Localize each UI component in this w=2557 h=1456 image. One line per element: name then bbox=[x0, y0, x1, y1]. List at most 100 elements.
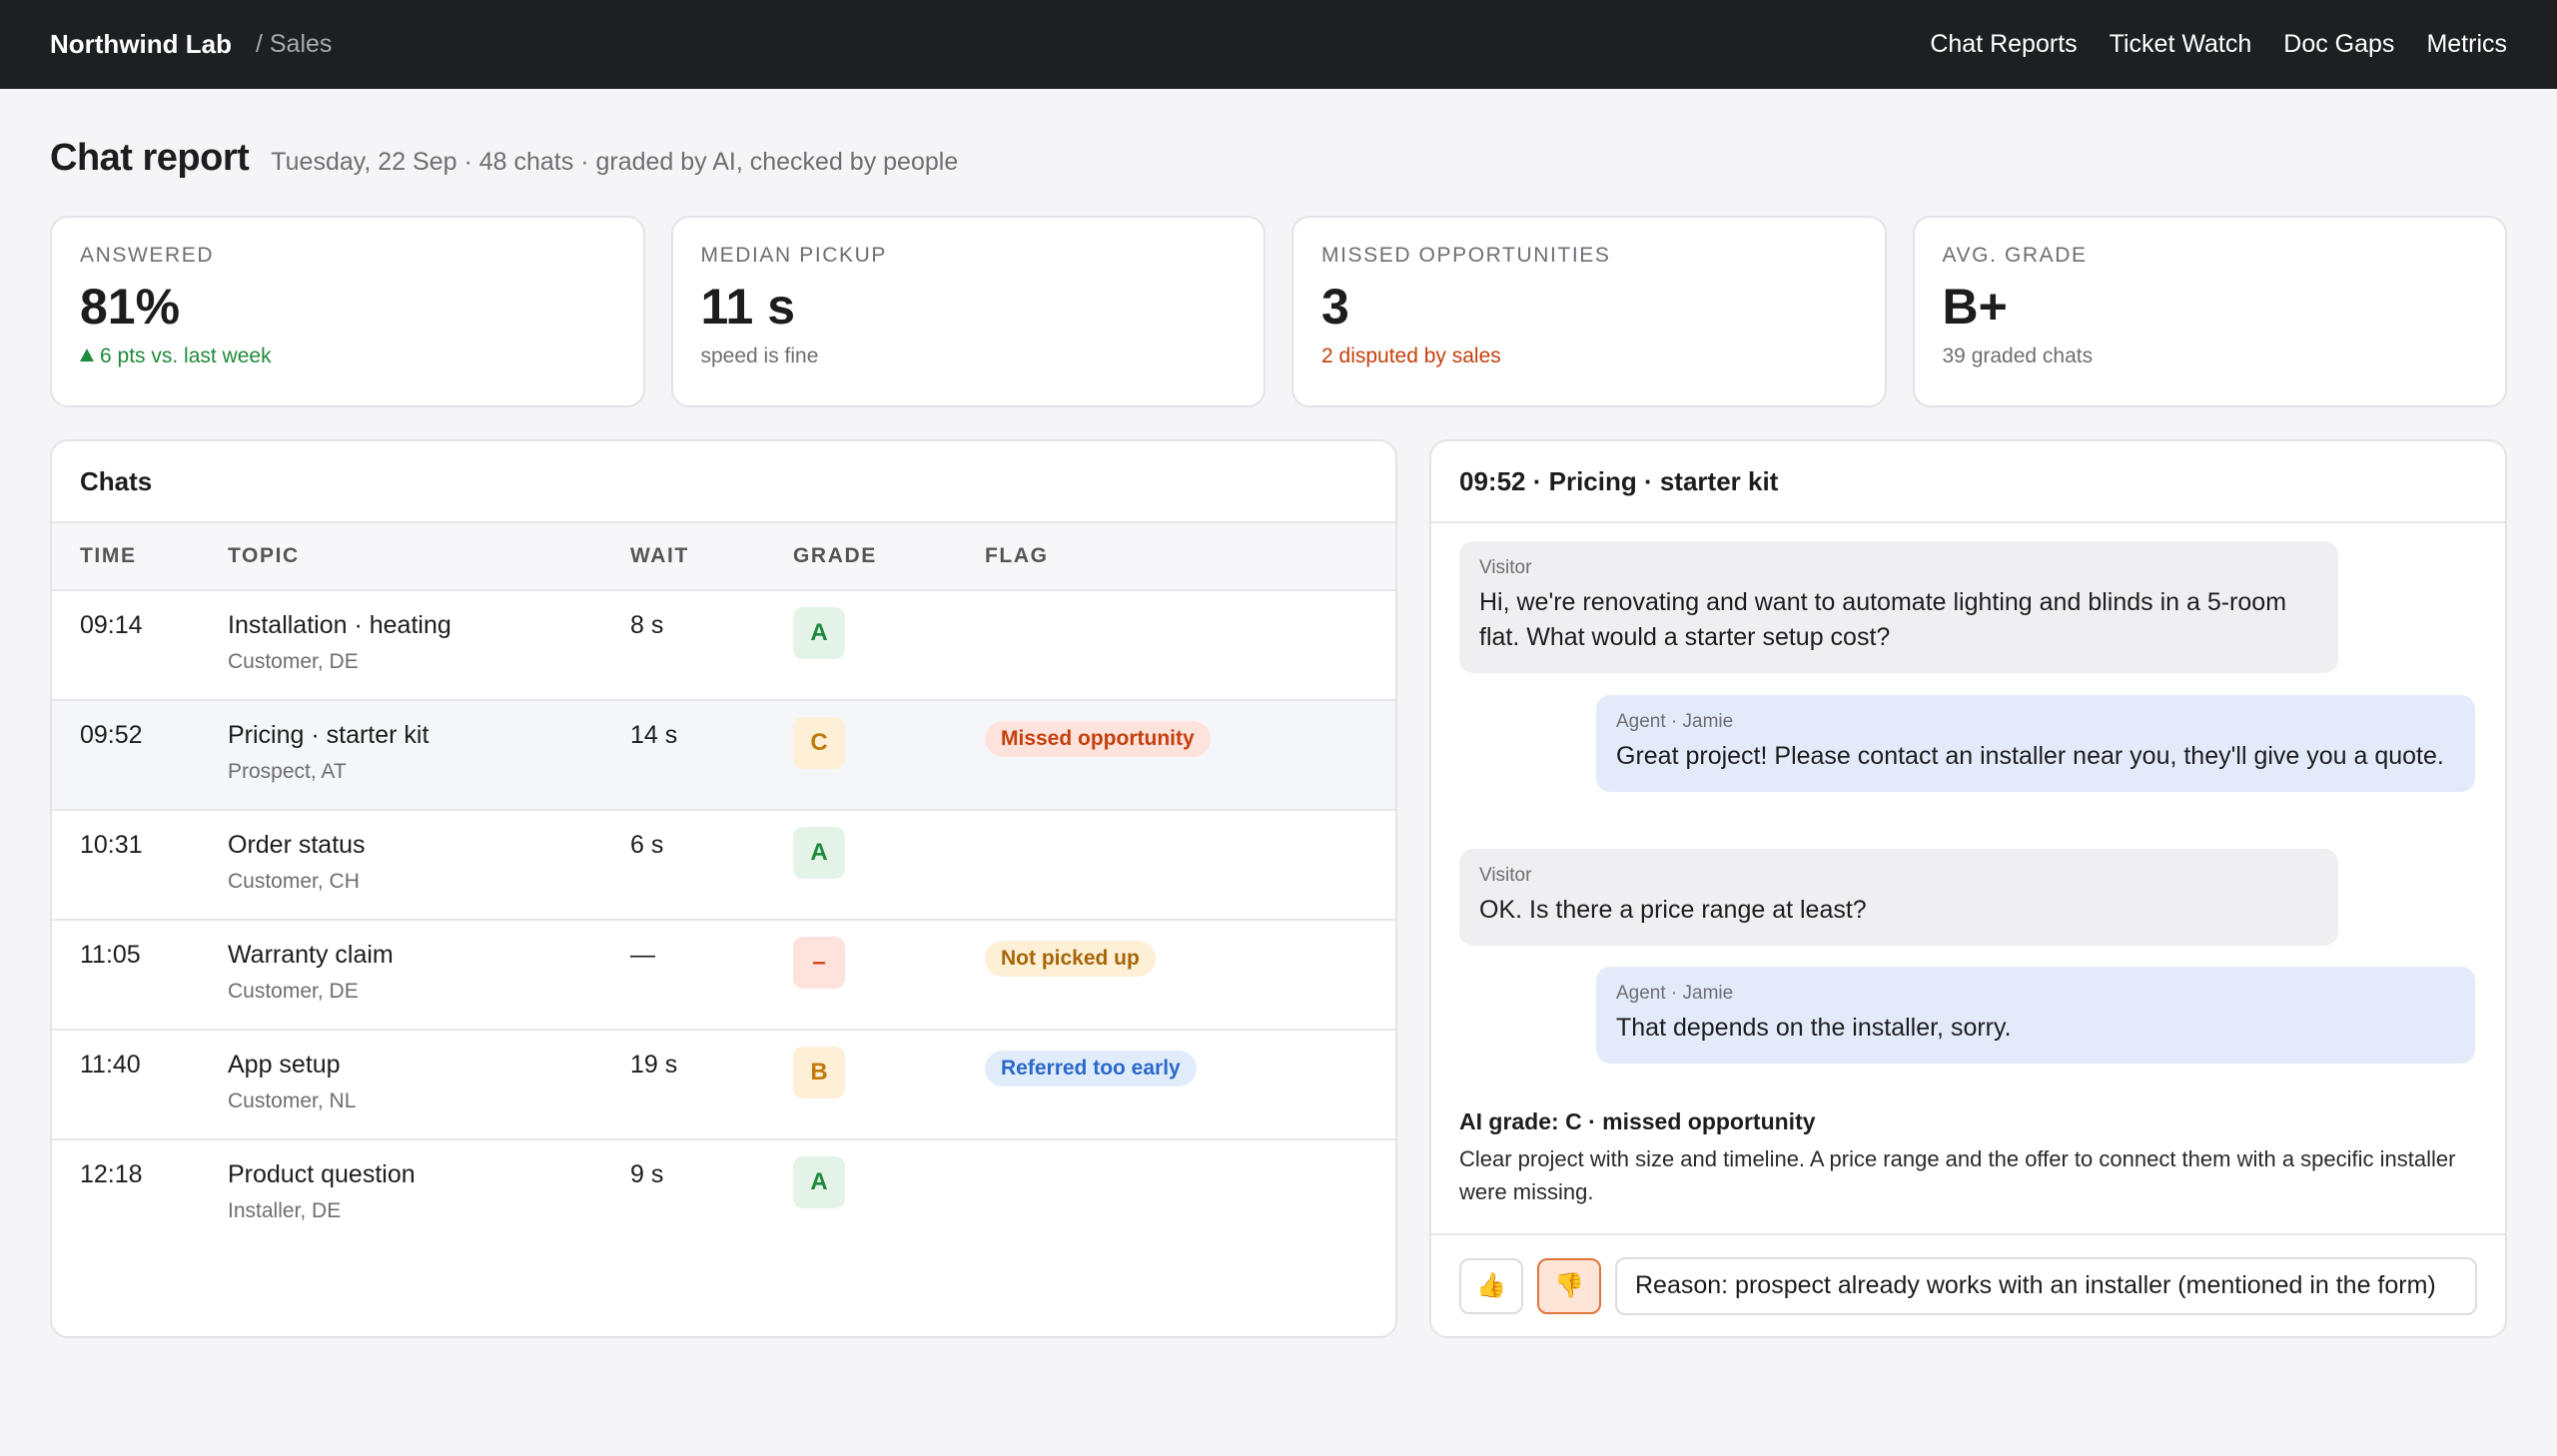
message-text: OK. Is there a price range at least? bbox=[1479, 896, 1867, 924]
table-row-selected[interactable]: 09:52 Pricing · starter kit Prospect, AT … bbox=[52, 701, 1395, 811]
row-topic: Product question Installer, DE bbox=[228, 1160, 630, 1223]
topic-sub: Prospect, AT bbox=[228, 760, 347, 783]
message-text: That depends on the installer, sorry. bbox=[1616, 1014, 2012, 1042]
row-time: 09:14 bbox=[80, 611, 143, 639]
chat-detail-panel: 09:52 · Pricing · starter kit Visitor Hi… bbox=[1429, 439, 2507, 1338]
thumbs-up-button[interactable]: 👍 bbox=[1459, 1257, 1523, 1314]
row-topic: Pricing · starter kit Prospect, AT bbox=[228, 721, 630, 784]
table-row[interactable]: 09:14 Installation · heating Customer, DE… bbox=[52, 591, 1395, 701]
row-flag: Referred too early bbox=[985, 1051, 1395, 1087]
col-flag: FLAG bbox=[985, 544, 1049, 567]
nav-ticket-watch[interactable]: Ticket Watch bbox=[2109, 30, 2252, 58]
grade-badge: A bbox=[793, 1156, 845, 1208]
kpi-label: AVG. GRADE bbox=[1942, 244, 2088, 267]
breadcrumb[interactable]: / Sales bbox=[255, 30, 333, 58]
page-subtitle: Tuesday, 22 Sep · 48 chats · graded by A… bbox=[271, 148, 959, 176]
kpi-value: 81% bbox=[80, 279, 181, 335]
nav-doc-gaps[interactable]: Doc Gaps bbox=[2283, 30, 2395, 58]
brand-name[interactable]: Northwind Lab bbox=[50, 29, 232, 59]
topic-sub: Customer, NL bbox=[228, 1090, 357, 1112]
kpi-card-missed-opportunities: MISSED OPPORTUNITIES 3 2 disputed by sal… bbox=[1291, 216, 1887, 407]
row-flag: Not picked up bbox=[985, 941, 1395, 977]
kpi-label: ANSWERED bbox=[80, 244, 215, 267]
ai-grade-title: AI grade: C · missed opportunity bbox=[1459, 1108, 1816, 1134]
topic-title: Pricing · starter kit bbox=[228, 721, 429, 749]
kpi-note-text: 6 pts vs. last week bbox=[100, 345, 272, 367]
table-header: TIME TOPIC WAIT GRADE FLAG bbox=[52, 523, 1395, 591]
col-wait: WAIT bbox=[630, 544, 689, 567]
row-topic: App setup Customer, NL bbox=[228, 1051, 630, 1113]
trend-up-icon bbox=[80, 349, 94, 362]
topic-title: Product question bbox=[228, 1160, 416, 1188]
topic-sub: Installer, DE bbox=[228, 1199, 342, 1222]
row-grade-cell: B bbox=[793, 1047, 985, 1098]
thumbs-down-button[interactable]: 👎 bbox=[1537, 1257, 1601, 1314]
kpi-label: MEDIAN PICKUP bbox=[700, 244, 887, 267]
topic-sub: Customer, DE bbox=[228, 650, 359, 673]
kpi-card-avg-grade: AVG. GRADE B+ 39 graded chats bbox=[1912, 216, 2507, 407]
thumbs-down-icon: 👎 bbox=[1554, 1272, 1584, 1299]
table-row[interactable]: 10:31 Order status Customer, CH 6 s A bbox=[52, 811, 1395, 921]
reason-input[interactable] bbox=[1615, 1256, 2477, 1315]
page-header: Chat report Tuesday, 22 Sep · 48 chats ·… bbox=[50, 137, 958, 180]
flag-badge: Not picked up bbox=[985, 941, 1156, 977]
topic-title: App setup bbox=[228, 1051, 341, 1079]
thumbs-up-icon: 👍 bbox=[1476, 1272, 1506, 1299]
row-wait: 8 s bbox=[630, 611, 664, 639]
grade-badge: A bbox=[793, 607, 845, 659]
row-topic: Order status Customer, CH bbox=[228, 831, 630, 894]
message-visitor: Visitor OK. Is there a price range at le… bbox=[1459, 849, 2338, 946]
row-topic: Installation · heating Customer, DE bbox=[228, 611, 630, 674]
row-time: 12:18 bbox=[80, 1160, 143, 1188]
topic-sub: Customer, DE bbox=[228, 980, 359, 1003]
grade-badge: A bbox=[793, 827, 845, 879]
kpi-note: 6 pts vs. last week bbox=[80, 345, 615, 368]
row-wait: 6 s bbox=[630, 831, 664, 859]
nav-metrics[interactable]: Metrics bbox=[2426, 30, 2507, 58]
kpi-value: 3 bbox=[1321, 279, 1349, 335]
message-sender: Visitor bbox=[1479, 557, 1532, 578]
col-grade: GRADE bbox=[793, 544, 877, 567]
topic-title: Order status bbox=[228, 831, 366, 859]
topic-title: Warranty claim bbox=[228, 941, 394, 969]
detail-title: 09:52 · Pricing · starter kit bbox=[1431, 441, 2505, 523]
kpi-note: 39 graded chats bbox=[1942, 345, 2094, 367]
kpi-value: 11 s bbox=[700, 279, 796, 335]
grade-badge: – bbox=[793, 937, 845, 989]
kpi-label: MISSED OPPORTUNITIES bbox=[1321, 244, 1611, 267]
flag-badge: Missed opportunity bbox=[985, 721, 1211, 757]
table-row[interactable]: 11:40 App setup Customer, NL 19 s B Refer… bbox=[52, 1031, 1395, 1140]
row-time: 11:40 bbox=[80, 1051, 141, 1079]
row-time: 10:31 bbox=[80, 831, 143, 859]
message-agent: Agent · Jamie Great project! Please cont… bbox=[1596, 695, 2475, 792]
message-sender: Agent · Jamie bbox=[1616, 983, 1734, 1004]
row-wait: — bbox=[630, 941, 655, 969]
feedback-bar: 👍 👎 bbox=[1431, 1233, 2505, 1336]
kpi-note: speed is fine bbox=[700, 345, 819, 367]
row-wait: 19 s bbox=[630, 1051, 678, 1079]
row-grade-cell: A bbox=[793, 607, 985, 659]
row-flag: Missed opportunity bbox=[985, 721, 1395, 757]
row-grade-cell: A bbox=[793, 1156, 985, 1208]
kpi-note: 2 disputed by sales bbox=[1321, 345, 1501, 367]
message-visitor: Visitor Hi, we're renovating and want to… bbox=[1459, 541, 2338, 673]
table-row[interactable]: 12:18 Product question Installer, DE 9 s … bbox=[52, 1140, 1395, 1250]
kpi-row: ANSWERED 81% 6 pts vs. last week MEDIAN … bbox=[50, 216, 2507, 407]
kpi-card-answered: ANSWERED 81% 6 pts vs. last week bbox=[50, 216, 645, 407]
ai-grade-text: Clear project with size and timeline. A … bbox=[1459, 1146, 2456, 1204]
chats-title: Chats bbox=[52, 441, 1395, 523]
row-grade-cell: C bbox=[793, 717, 985, 769]
chats-panel: Chats TIME TOPIC WAIT GRADE FLAG 09:14 I… bbox=[50, 439, 1397, 1338]
message-text: Great project! Please contact an install… bbox=[1616, 742, 2444, 770]
row-time: 11:05 bbox=[80, 941, 141, 969]
row-wait: 9 s bbox=[630, 1160, 664, 1188]
flag-badge: Referred too early bbox=[985, 1051, 1197, 1087]
table-row[interactable]: 11:05 Warranty claim Customer, DE — – Not… bbox=[52, 921, 1395, 1031]
row-wait: 14 s bbox=[630, 721, 678, 749]
top-nav: Chat Reports Ticket Watch Doc Gaps Metri… bbox=[1930, 30, 2507, 59]
message-agent: Agent · Jamie That depends on the instal… bbox=[1596, 967, 2475, 1064]
grade-badge: C bbox=[793, 717, 845, 769]
row-topic: Warranty claim Customer, DE bbox=[228, 941, 630, 1004]
row-grade-cell: A bbox=[793, 827, 985, 879]
nav-chat-reports[interactable]: Chat Reports bbox=[1930, 30, 2078, 58]
